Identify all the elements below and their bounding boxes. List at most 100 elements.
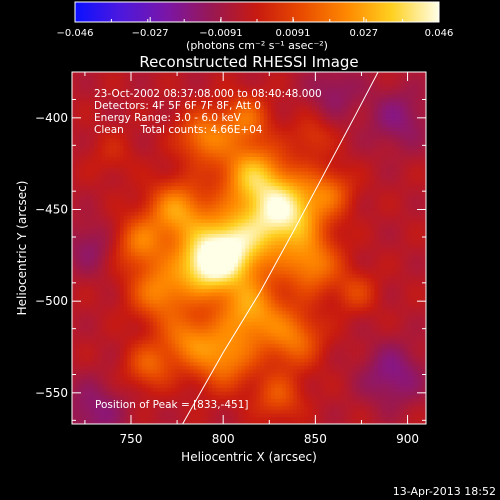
- heat-cell: [252, 156, 257, 161]
- heat-cell: [219, 295, 224, 300]
- heat-cell: [123, 86, 128, 91]
- heat-cell: [142, 343, 147, 348]
- heat-cell: [256, 262, 261, 267]
- heat-cell: [212, 343, 217, 348]
- heat-cell: [226, 215, 232, 220]
- heat-cell: [212, 182, 217, 187]
- heat-cell: [171, 119, 176, 124]
- heat-cell: [193, 79, 198, 84]
- heat-cell: [175, 310, 180, 315]
- heat-cell: [175, 207, 180, 212]
- heat-cell: [72, 420, 77, 424]
- heat-cell: [72, 127, 77, 132]
- heat-cell: [108, 413, 114, 418]
- heat-cell: [105, 343, 110, 348]
- heat-cell: [160, 339, 165, 344]
- heat-cell: [127, 171, 132, 176]
- heat-cell: [97, 413, 103, 418]
- heat-cell: [171, 277, 176, 282]
- heat-cell: [245, 182, 250, 187]
- heat-cell: [256, 86, 261, 91]
- heat-cell: [131, 145, 136, 150]
- heat-cell: [234, 215, 239, 220]
- heat-cell: [197, 215, 202, 220]
- heat-cell: [97, 354, 103, 359]
- heat-cell: [156, 325, 162, 330]
- heat-cell: [171, 310, 176, 315]
- heat-cell: [234, 127, 239, 132]
- heat-cell: [83, 233, 88, 238]
- heat-cell: [190, 108, 195, 113]
- heat-cell: [182, 273, 187, 278]
- heat-cell: [197, 229, 202, 234]
- heat-cell: [241, 416, 246, 421]
- heat-cell: [256, 101, 261, 106]
- heat-cell: [119, 156, 125, 161]
- heat-cell: [83, 178, 88, 183]
- heat-cell: [72, 336, 77, 341]
- heat-cell: [149, 156, 154, 161]
- heat-cell: [138, 361, 143, 366]
- heat-cell: [101, 369, 106, 374]
- heat-cell: [212, 189, 217, 194]
- heat-cell: [237, 372, 243, 377]
- heat-cell: [134, 372, 139, 377]
- heat-cell: [219, 94, 224, 99]
- heat-cell: [123, 94, 128, 99]
- heat-cell: [119, 244, 125, 249]
- heat-cell: [226, 127, 232, 132]
- heat-cell: [197, 244, 202, 249]
- heat-cell: [230, 295, 235, 300]
- heat-cell: [156, 350, 162, 355]
- heat-cell: [208, 284, 213, 289]
- heat-cell: [86, 240, 92, 245]
- heat-cell: [156, 383, 162, 388]
- heat-cell: [75, 288, 80, 293]
- heat-cell: [219, 222, 224, 227]
- heat-cell: [156, 119, 162, 124]
- heat-cell: [212, 336, 217, 341]
- heat-cell: [241, 391, 246, 396]
- heat-cell: [123, 229, 128, 234]
- heat-cell: [112, 237, 117, 242]
- heat-cell: [186, 376, 191, 381]
- heat-cell: [182, 288, 187, 293]
- heat-cell: [178, 160, 184, 165]
- heat-cell: [260, 229, 265, 234]
- heat-cell: [134, 72, 139, 77]
- heat-cell: [90, 152, 95, 157]
- heat-cell: [86, 163, 92, 168]
- heat-cell: [204, 196, 210, 201]
- heat-cell: [182, 284, 187, 289]
- heat-cell: [230, 160, 235, 165]
- heat-cell: [197, 365, 202, 370]
- heat-cell: [94, 178, 99, 183]
- heat-cell: [149, 101, 154, 106]
- heat-cell: [237, 336, 243, 341]
- heat-cell: [112, 251, 117, 256]
- heat-cell: [112, 211, 117, 216]
- heat-cell: [190, 281, 195, 286]
- heat-cell: [256, 398, 261, 403]
- heat-cell: [252, 405, 257, 410]
- heat-cell: [212, 284, 217, 289]
- heat-cell: [75, 215, 80, 220]
- heat-cell: [249, 295, 254, 300]
- heat-cell: [149, 218, 154, 223]
- heat-cell: [167, 222, 173, 227]
- heat-cell: [116, 295, 121, 300]
- heat-cell: [153, 196, 158, 201]
- heat-cell: [175, 380, 180, 385]
- heat-cell: [197, 303, 202, 308]
- heat-cell: [108, 141, 114, 146]
- heat-cell: [97, 255, 103, 260]
- heat-cell: [75, 105, 80, 110]
- heat-cell: [160, 94, 165, 99]
- heat-cell: [153, 317, 158, 322]
- heat-cell: [94, 229, 99, 234]
- heat-cell: [171, 141, 176, 146]
- heat-cell: [112, 405, 117, 410]
- heat-cell: [164, 127, 169, 132]
- heat-cell: [101, 138, 106, 143]
- heat-cell: [208, 314, 213, 319]
